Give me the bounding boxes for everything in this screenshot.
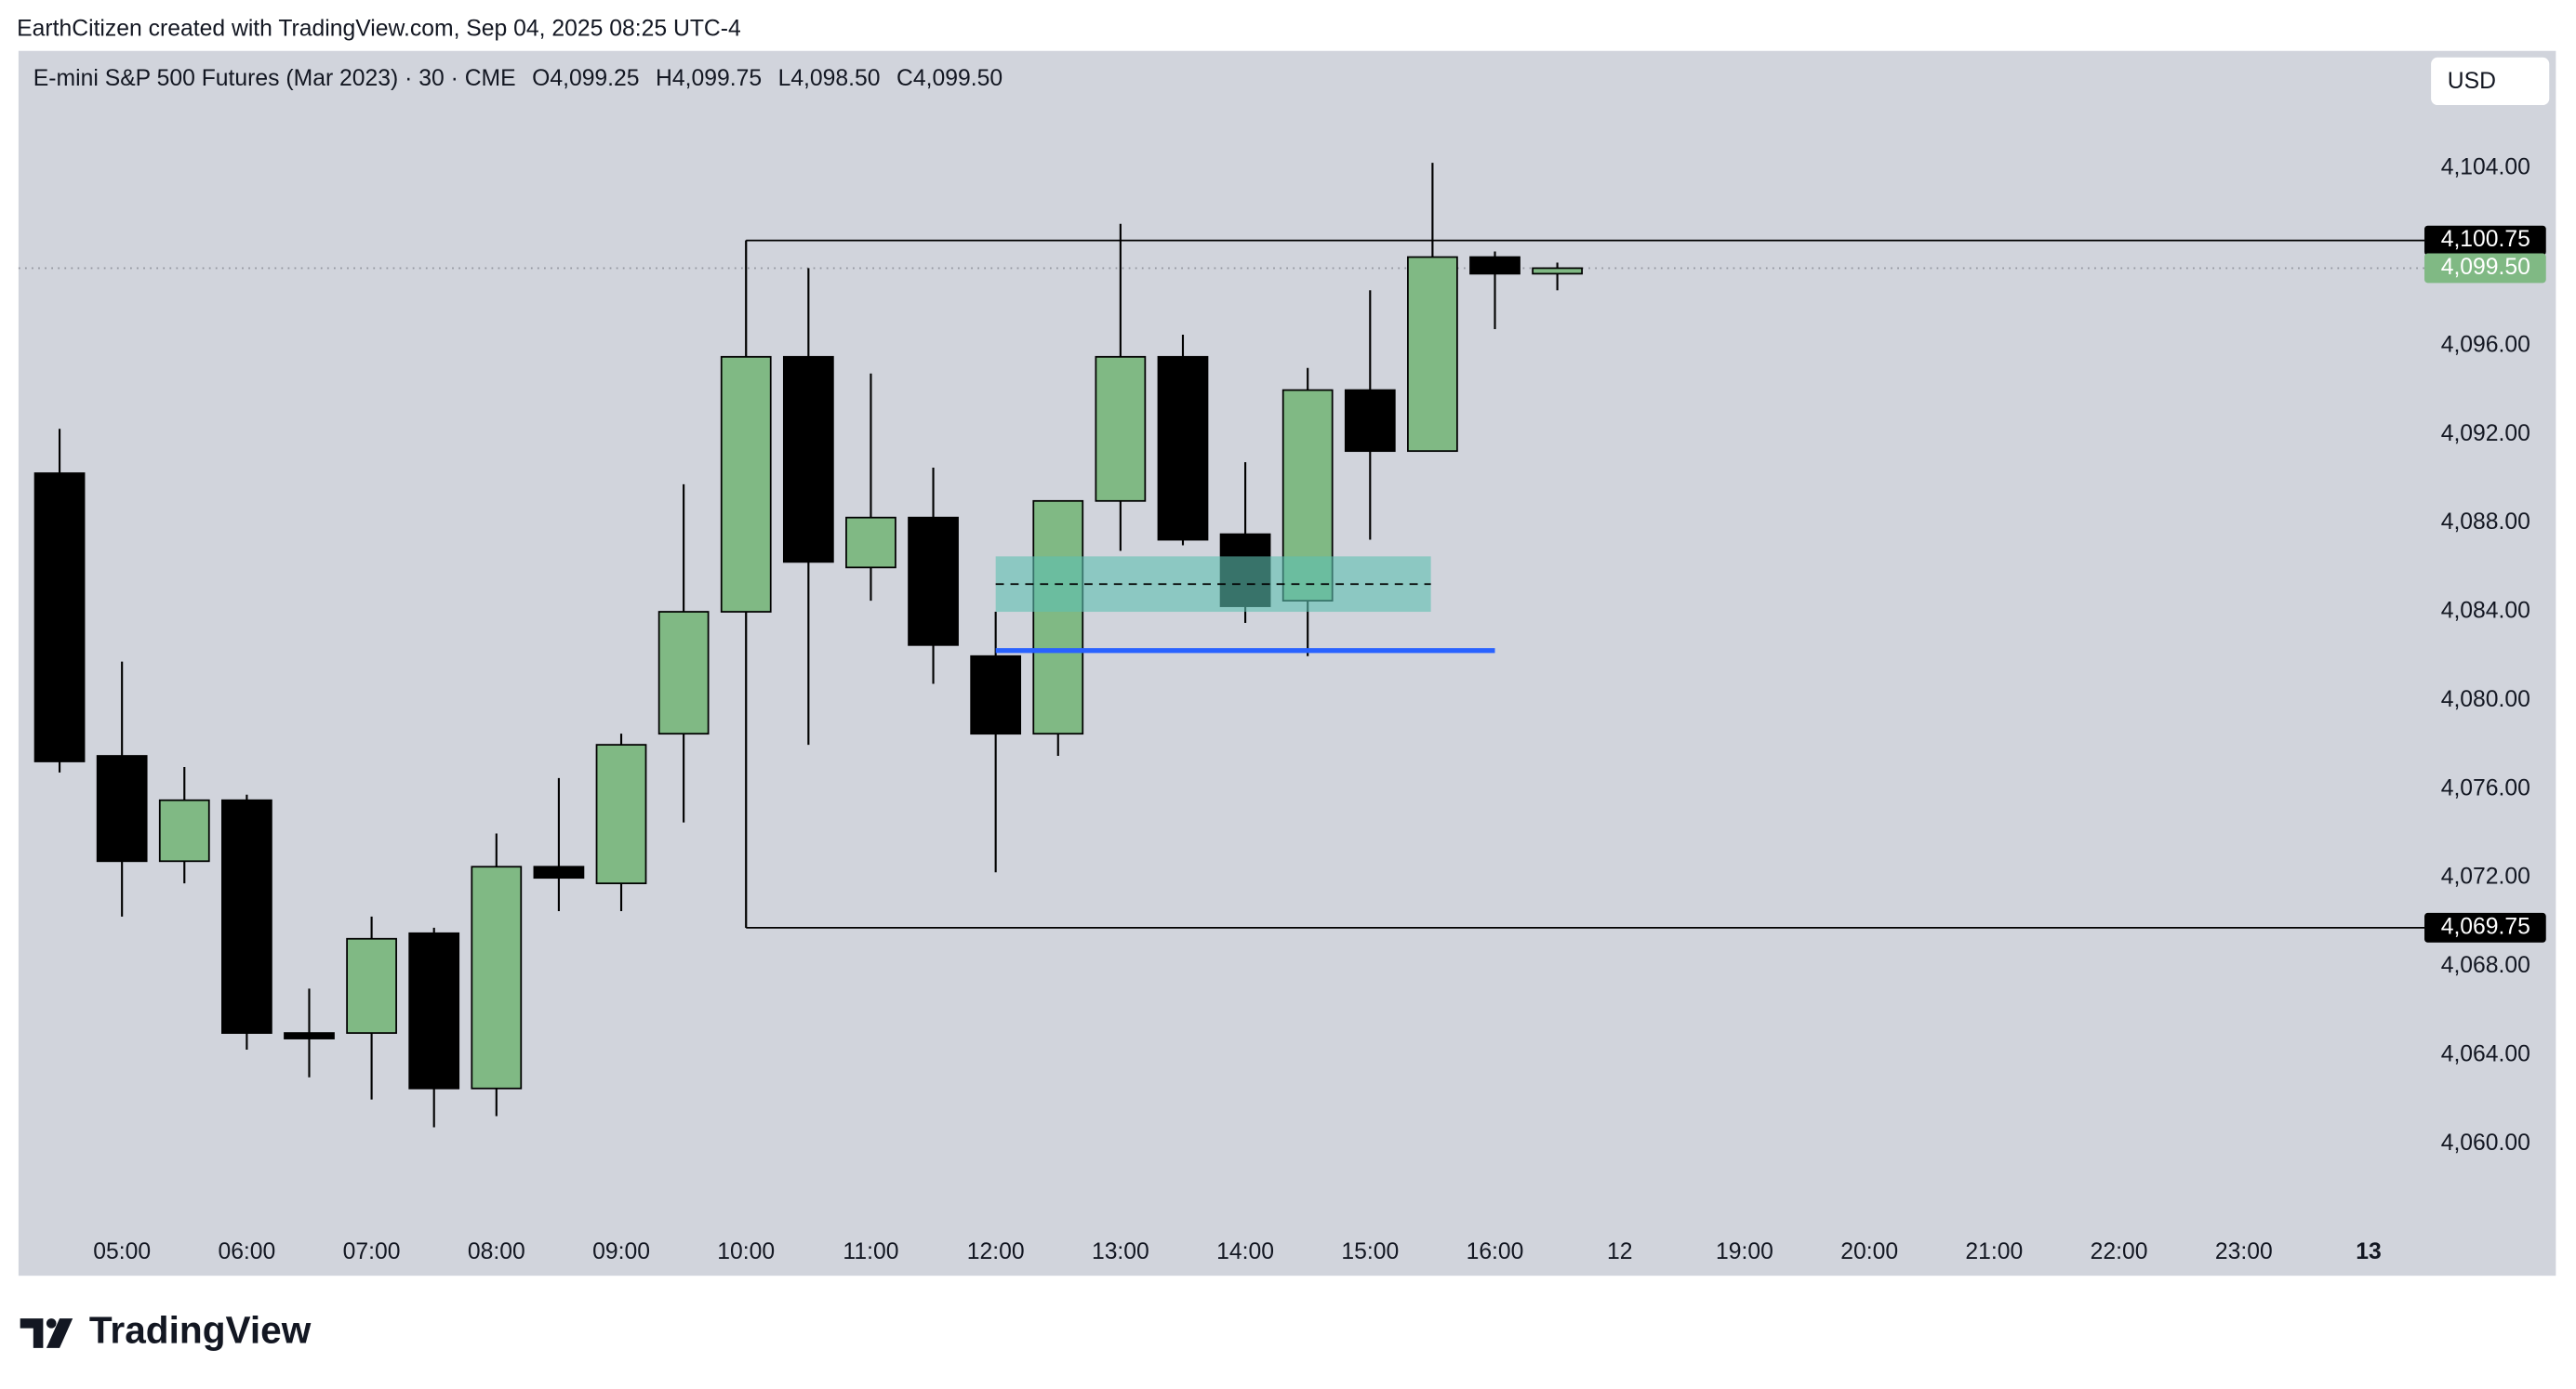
candle-body-down — [1344, 389, 1396, 453]
x-tick-label: 16:00 — [1467, 1239, 1524, 1264]
x-tick-label: 08:00 — [468, 1239, 525, 1264]
x-tick-label: 10:00 — [717, 1239, 775, 1264]
price-badge-label: 4,099.50 — [2441, 255, 2530, 280]
y-tick-label: 4,060.00 — [2441, 1131, 2530, 1156]
candle-body-up — [471, 866, 523, 1090]
candle-body-up — [595, 744, 647, 885]
x-tick-label: 06:00 — [218, 1239, 275, 1264]
candle-body-up — [1407, 256, 1458, 453]
y-tick-label: 4,080.00 — [2441, 687, 2530, 712]
price-badge — [2424, 253, 2546, 284]
x-tick-label: 12 — [1607, 1239, 1633, 1264]
candle-body-up — [657, 611, 710, 735]
x-tick-label: 05:00 — [93, 1239, 151, 1264]
candle-body-down — [970, 655, 1022, 735]
y-tick-label: 4,096.00 — [2441, 332, 2530, 357]
brand-logo: TradingView — [20, 1309, 312, 1352]
currency-button[interactable] — [2431, 57, 2550, 106]
y-tick-label: 4,092.00 — [2441, 421, 2530, 446]
candle-body-down — [221, 799, 272, 1034]
x-tick-label: 13 — [2356, 1239, 2382, 1264]
logo-mark — [46, 1318, 73, 1348]
price-badge-label: 4,100.75 — [2441, 227, 2530, 252]
y-tick-label: 4,064.00 — [2441, 1041, 2530, 1066]
candle-body-up — [1095, 355, 1147, 502]
x-tick-label: 22:00 — [2091, 1239, 2148, 1264]
candle-body-down — [782, 355, 834, 563]
ohlc-open: O4,099.25 — [532, 65, 639, 90]
candle-body-down — [408, 932, 460, 1090]
chart-title: E-mini S&P 500 Futures (Mar 2023) · 30 ·… — [33, 65, 1003, 90]
candle-body-up — [1032, 499, 1084, 735]
ohlc-close: C4,099.50 — [896, 65, 1003, 90]
ohlc-high: H4,099.75 — [656, 65, 762, 90]
logo-mark — [46, 1318, 57, 1329]
x-tick-label: 21:00 — [1965, 1239, 2023, 1264]
candle-body-down — [33, 472, 86, 762]
x-tick-label: 19:00 — [1716, 1239, 1773, 1264]
x-tick-label: 07:00 — [343, 1239, 401, 1264]
candle-body-up — [346, 937, 397, 1034]
x-tick-label: 20:00 — [1840, 1239, 1898, 1264]
logo-mark — [20, 1318, 44, 1348]
candle-body-up — [845, 516, 896, 569]
y-tick-label: 4,088.00 — [2441, 509, 2530, 535]
candle-body-up — [158, 799, 210, 863]
candle-body-down — [1157, 355, 1209, 541]
currency-label: USD — [2448, 69, 2496, 94]
y-tick-label: 4,068.00 — [2441, 953, 2530, 978]
plot: 4,060.00 4,064.00 4,068.00 4,072.00 4,076.00… — [18, 155, 2546, 1264]
x-tick-label: 15:00 — [1341, 1239, 1399, 1264]
x-tick-label: 23:00 — [2215, 1239, 2273, 1264]
symbol-title: E-mini S&P 500 Futures (Mar 2023) · 30 ·… — [33, 65, 516, 90]
price-badge — [2424, 225, 2546, 256]
candle-body-down — [284, 1032, 335, 1039]
y-tick-label: 4,104.00 — [2441, 155, 2530, 180]
candle-body-up — [720, 355, 772, 613]
candle-body-down — [533, 866, 585, 880]
candle-body-down — [908, 516, 959, 646]
price-badge — [2424, 912, 2546, 943]
brand-name: TradingView — [89, 1309, 312, 1352]
x-tick-label: 14:00 — [1216, 1239, 1274, 1264]
header-text: EarthCitizen created with TradingView.co… — [17, 16, 741, 41]
y-tick-label: 4,076.00 — [2441, 775, 2530, 800]
candle-body-down — [1469, 256, 1520, 275]
x-tick-label: 09:00 — [592, 1239, 650, 1264]
candle-body-down — [96, 755, 148, 863]
y-tick-label: 4,072.00 — [2441, 865, 2530, 890]
x-tick-label: 12:00 — [967, 1239, 1025, 1264]
chart-panel — [18, 50, 2556, 1277]
candle-body-up — [1532, 267, 1583, 275]
y-tick-label: 4,084.00 — [2441, 599, 2530, 624]
price-badge-label: 4,069.75 — [2441, 914, 2530, 939]
x-tick-label: 13:00 — [1092, 1239, 1149, 1264]
x-tick-label: 11:00 — [843, 1239, 898, 1264]
ohlc-low: L4,098.50 — [778, 65, 881, 90]
